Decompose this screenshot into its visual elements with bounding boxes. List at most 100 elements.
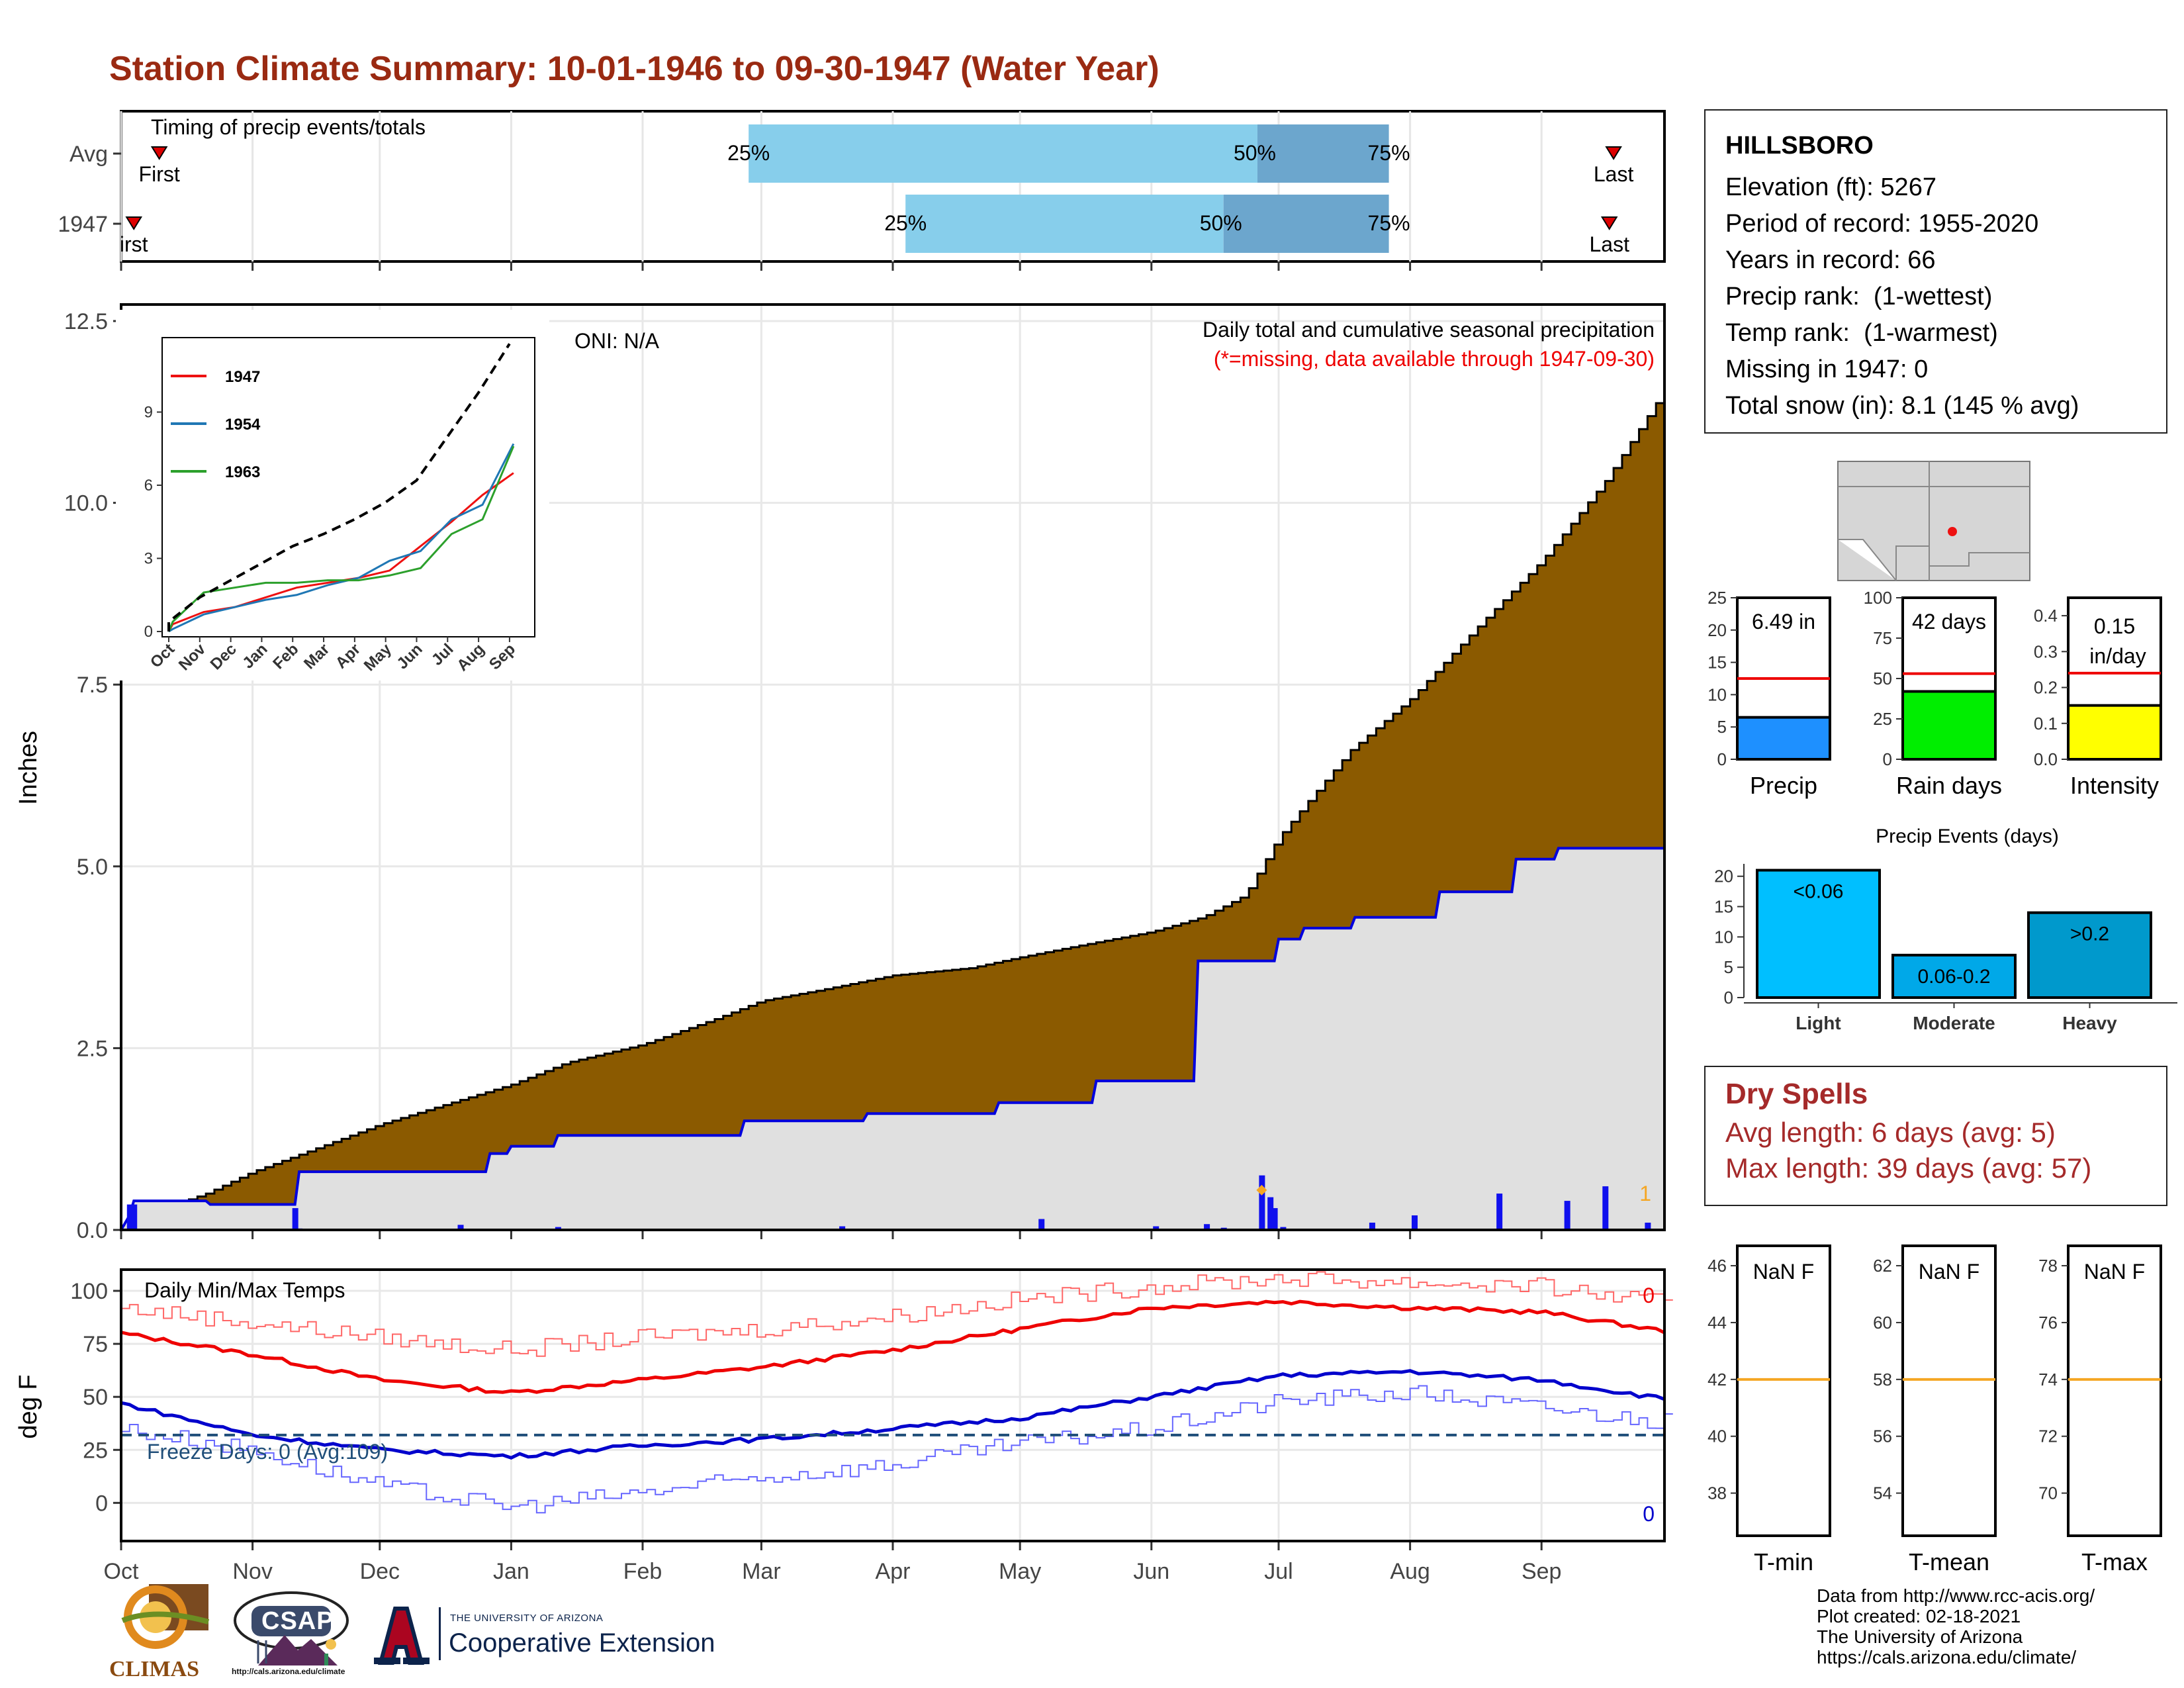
precip-frame (120, 303, 1666, 1231)
precip-y-tick-label: 7.5 (77, 673, 108, 698)
inset-series-line (167, 472, 514, 632)
temp-summary-box (1901, 1244, 1997, 1537)
timing-q50-label: 50% (1200, 211, 1242, 235)
climas-text: CLIMAS (109, 1657, 200, 1681)
events-title: Precip Events (days) (1876, 825, 2059, 847)
temp-series-line (121, 1385, 1673, 1514)
month-label: Jul (1264, 1559, 1293, 1584)
daily-precip-bar (1280, 1227, 1287, 1230)
temp-series-line (120, 1299, 1666, 1394)
daily-precip-bar (1645, 1223, 1651, 1230)
precip-y-tick-label: 10.0 (64, 491, 108, 516)
inset-series-line (168, 443, 515, 633)
timing-last-marker (1605, 146, 1622, 160)
temp-y-tick-label: 75 (83, 1332, 108, 1357)
ua-logo: THE UNIVERSITY OF ARIZONA Cooperative Ex… (361, 1603, 758, 1669)
temp-summary-value: NaN F (2084, 1260, 2145, 1284)
temp-summary-box (1736, 1244, 1831, 1537)
station-info-box: HILLSBORO Elevation (ft): 5267 Period of… (1704, 109, 2167, 434)
station-period: Period of record: 1955-2020 (1725, 210, 2039, 238)
inset-series-line (167, 445, 515, 632)
temp-y-axis-label: deg F (15, 1374, 42, 1438)
temp-y-tick-label: 25 (83, 1438, 108, 1463)
timing-row-label: Avg (69, 142, 108, 167)
timing-panel: Timing of precip events/totals Avg 25% 50% 7… (58, 110, 1666, 271)
events-category-label: Heavy (2062, 1013, 2117, 1033)
inset-frame (161, 337, 535, 637)
temp-summary-tick-label: 78 (2038, 1256, 2058, 1276)
timing-first-label: First (139, 162, 180, 186)
timing-quartile-50-75 (1223, 195, 1389, 253)
timing-first-label: irst (120, 232, 148, 256)
timing-q50-label: 50% (1234, 141, 1276, 165)
timing-row-label: 1947 (58, 212, 108, 237)
precip-description: Daily total and cumulative seasonal prec… (1203, 318, 1655, 342)
station-snow: Total snow (in): 8.1 (145 % avg) (1725, 392, 2079, 420)
temp-summary-label: T-min (1754, 1548, 1813, 1575)
events-bar-label: 0.06-0.2 (1917, 966, 1990, 988)
station-missing: Missing in 1947: 0 (1725, 355, 1929, 383)
summary-tick-label: 20 (1707, 620, 1727, 640)
climas-logo: CLIMAS (109, 1581, 215, 1681)
timing-last-label: Last (1594, 162, 1634, 186)
temp-summary-tick-label: 42 (1707, 1370, 1727, 1389)
inset-legend-label: 1947 (225, 368, 260, 386)
station-precip-rank: Precip rank: (1-wettest) (1725, 283, 1993, 310)
temp-series-line (120, 1369, 1665, 1460)
min-record-count: 0 (1643, 1502, 1655, 1526)
inset-y-tick-label: 0 (144, 623, 153, 641)
summary-bars: 0 5 10 15 20 25 Precip 0 25 50 75 100 Rain days 0.0 0.… (1707, 588, 2162, 799)
inset-y-tick-label: 9 (144, 404, 153, 422)
daily-precip-bar (1412, 1215, 1418, 1230)
dry-spells-title: Dry Spells (1725, 1078, 1868, 1110)
month-label: Sep (1522, 1559, 1562, 1584)
timing-label: Timing of precip events/totals (151, 115, 426, 139)
summary-tick-label: 0.1 (2034, 714, 2058, 733)
summary-tick-label: 0 (1717, 749, 1727, 769)
station-elevation: Elevation (ft): 5267 (1725, 173, 1936, 201)
footer-credits: Data from http://www.rcc-acis.org/ Plot … (1817, 1585, 2095, 1667)
daily-precip-bar (555, 1227, 561, 1230)
summary-tick-label: 50 (1873, 669, 1892, 688)
events-category-label: Light (1796, 1013, 1841, 1033)
locator-map (1837, 461, 2030, 581)
station-temp-rank: Temp rank: (1-warmest) (1725, 319, 1998, 347)
timing-first-marker (150, 146, 168, 160)
precip-count-label: 1 (1639, 1182, 1651, 1205)
temp-summary-tick-label: 54 (1873, 1483, 1892, 1503)
dry-spells-max: Max length: 39 days (avg: 57) (1725, 1152, 2092, 1184)
csap-text: CSAP (261, 1607, 334, 1635)
max-precip-marker (1256, 1184, 1267, 1196)
intensity-value: 0.15 (2094, 614, 2135, 638)
temp-summary-tick-label: 74 (2038, 1370, 2058, 1389)
events-y-tick-label: 10 (1714, 927, 1733, 947)
month-label: Dec (360, 1559, 400, 1584)
summary-tick-label: 10 (1707, 684, 1727, 704)
precip-y-tick-label: 0.0 (77, 1218, 108, 1243)
daily-precip-bar (839, 1226, 846, 1230)
daily-precip-bar (1038, 1219, 1045, 1230)
timing-q75-label: 75% (1368, 211, 1410, 235)
temp-summary-tick-label: 44 (1707, 1313, 1727, 1333)
temp-y-tick-label: 0 (95, 1491, 108, 1516)
summary-tick-label: 5 (1717, 717, 1727, 737)
summary-tick-label: 0.0 (2034, 749, 2058, 769)
summary-tick-label: 25 (1873, 709, 1892, 729)
timing-q75-label: 75% (1368, 141, 1410, 165)
summary-category-label: Intensity (2070, 772, 2159, 799)
temp-summary-box (2067, 1244, 2162, 1537)
daily-precip-bar (1267, 1197, 1274, 1230)
summary-tick-label: 0 (1883, 749, 1892, 769)
footer-university: The University of Arizona (1817, 1626, 2023, 1647)
dry-spells-box: Dry Spells Avg length: 6 days (avg: 5) M… (1704, 1066, 2167, 1206)
timing-last-label: Last (1589, 232, 1629, 256)
events-bar-label: <0.06 (1794, 881, 1844, 903)
daily-precip-bar (1153, 1226, 1160, 1230)
intensity-unit: in/day (2089, 644, 2146, 668)
daily-precip-bar (1259, 1175, 1265, 1230)
timing-q25-label: 25% (884, 211, 927, 235)
page-title: Station Climate Summary: 10-01-1946 to 0… (109, 50, 1160, 88)
csap-url: http://cals.arizona.edu/climate (232, 1667, 345, 1676)
temp-panel: 0 25 50 75 100 Oct Nov Dec Jan Feb Mar Apr May Jun Jul… (15, 1268, 1673, 1584)
csap-logo: CSAP http://cals.arizona.edu/climate (232, 1587, 351, 1683)
